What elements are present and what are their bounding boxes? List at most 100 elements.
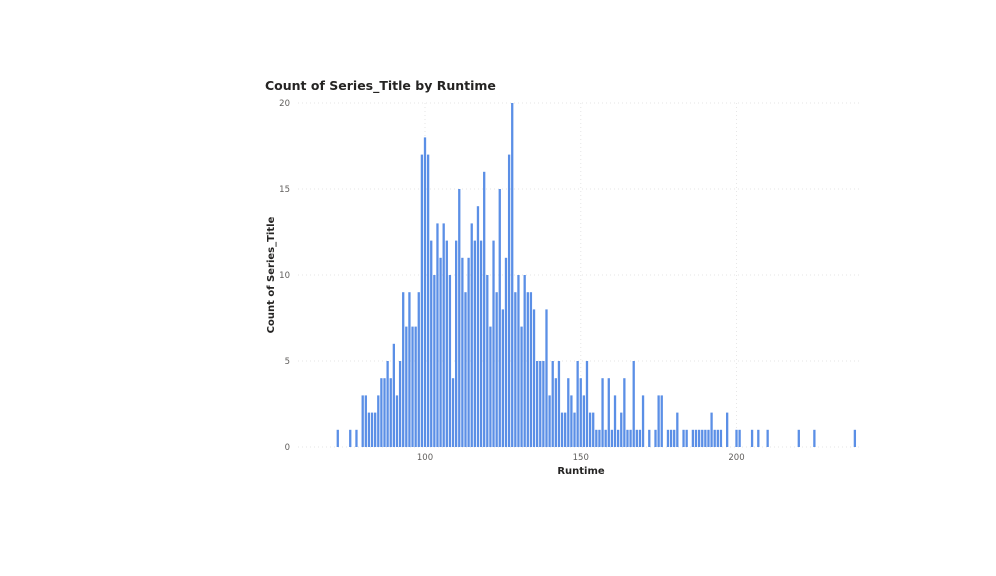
histogram-bar [641, 395, 645, 447]
histogram-bar [486, 275, 489, 447]
histogram-bar [592, 412, 595, 447]
histogram-bar [507, 154, 511, 447]
histogram-bar [551, 361, 554, 447]
histogram-bar [370, 412, 374, 447]
histogram-bar [483, 171, 486, 448]
histogram-bar [451, 378, 455, 447]
histogram-bar [511, 103, 514, 447]
histogram-bar [660, 395, 663, 447]
histogram-bar [420, 154, 424, 447]
histogram-bar [570, 395, 573, 447]
histogram-bar [716, 429, 719, 447]
histogram-bar [701, 429, 704, 447]
histogram-bar [697, 429, 701, 447]
histogram-bar [405, 326, 408, 447]
histogram-bar [638, 429, 642, 447]
histogram-bar [467, 257, 470, 447]
histogram-bar [657, 395, 660, 447]
histogram-bar [364, 395, 367, 447]
histogram-bar [402, 292, 405, 447]
histogram-bar [398, 361, 402, 447]
histogram-bar [439, 257, 442, 447]
histogram-bar [498, 189, 501, 447]
histogram-bar [713, 429, 716, 447]
histogram-bar [545, 309, 548, 447]
histogram-bar [535, 361, 539, 447]
histogram-bar [598, 429, 601, 447]
histogram-bar [595, 429, 598, 447]
histogram-bar [673, 429, 676, 447]
histogram-bar [719, 429, 723, 447]
histogram-bar [632, 361, 635, 447]
histogram-bar [564, 412, 567, 447]
histogram-bar [735, 429, 738, 447]
histogram-bar [383, 378, 386, 447]
histogram-bar [554, 378, 557, 447]
histogram-bar [813, 429, 816, 447]
histogram-bar [585, 361, 589, 447]
histogram-bar [685, 429, 688, 447]
histogram-bar [433, 275, 436, 447]
histogram-bar [430, 240, 433, 447]
histogram-bar [523, 275, 526, 447]
histogram-bar [620, 412, 623, 447]
histogram-bar [504, 257, 508, 447]
histogram-bar [442, 223, 445, 447]
histogram-bar [495, 292, 498, 447]
histogram-bar [710, 412, 713, 447]
histogram-bar [588, 412, 592, 447]
histogram-bar [567, 378, 570, 447]
histogram-bar [445, 240, 448, 447]
histogram-bar [448, 275, 452, 447]
histogram-bar [479, 240, 483, 447]
y-tick-label: 20 [279, 99, 290, 109]
histogram-bar [582, 395, 586, 447]
histogram-bar [635, 429, 638, 447]
histogram-bar [414, 326, 417, 447]
histogram-bar [542, 361, 545, 447]
y-tick-label: 10 [279, 271, 290, 281]
histogram-bar [707, 429, 710, 447]
histogram-bar [654, 429, 657, 447]
histogram-bar [526, 292, 529, 447]
histogram-bar [470, 223, 473, 447]
histogram-bar [601, 378, 604, 447]
histogram-bar [548, 395, 551, 447]
histogram-bar [464, 292, 467, 447]
x-tick-label: 200 [728, 453, 744, 463]
histogram-bar [476, 206, 480, 447]
histogram-bar [604, 429, 607, 447]
histogram-bar [623, 378, 626, 447]
histogram-bar [355, 429, 358, 447]
histogram-bar [517, 275, 520, 447]
histogram-bar [532, 309, 536, 447]
histogram-bar [380, 378, 383, 447]
histogram-bar [411, 326, 414, 447]
histogram-bar [386, 361, 389, 447]
histogram-bar [616, 429, 620, 447]
histogram-bar [766, 429, 769, 447]
histogram-bar [797, 429, 800, 447]
histogram-bar [529, 292, 533, 447]
histogram-bar [367, 412, 371, 447]
histogram-bar [560, 412, 564, 447]
histogram-bar [579, 378, 582, 447]
histogram-bar [648, 429, 651, 447]
histogram-bar [489, 326, 492, 447]
histogram-bar [629, 429, 632, 447]
histogram-bar [666, 429, 670, 447]
histogram-bar [853, 429, 857, 447]
histogram-bar [392, 343, 395, 447]
y-axis-title: Count of Series_Title [266, 216, 277, 333]
histogram-bar [738, 429, 741, 447]
histogram-bar [349, 429, 352, 447]
histogram-bar [607, 378, 610, 447]
histogram-bar [377, 395, 380, 447]
histogram-bar [514, 292, 517, 447]
histogram-bar [726, 412, 729, 447]
histogram-bar [576, 361, 579, 447]
y-tick-label: 0 [285, 443, 290, 453]
histogram-bar [336, 429, 339, 447]
